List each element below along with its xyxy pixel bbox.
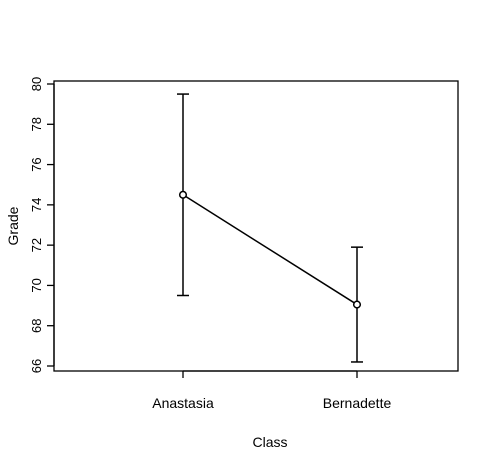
y-tick-label: 74 [29,198,44,212]
y-tick-label: 78 [29,117,44,131]
series-group [177,93,363,363]
x-axis: Anastasia Bernadette [152,370,392,411]
x-tick-label: Anastasia [152,395,214,411]
y-tick-label: 76 [29,157,44,171]
y-axis: 66 68 70 72 74 76 78 80 [29,77,55,373]
y-tick-label: 68 [29,318,44,332]
y-tick-label: 72 [29,238,44,252]
y-axis-label: Grade [5,206,21,245]
y-tick-label: 66 [29,359,44,373]
plot-frame [53,80,459,372]
series-line-segment [182,194,358,306]
data-point [178,190,188,199]
x-axis-label: Class [252,434,287,450]
y-tick-label: 80 [29,77,44,91]
x-tick-label: Bernadette [323,395,392,411]
y-tick-label: 70 [29,278,44,292]
data-point [352,300,362,309]
